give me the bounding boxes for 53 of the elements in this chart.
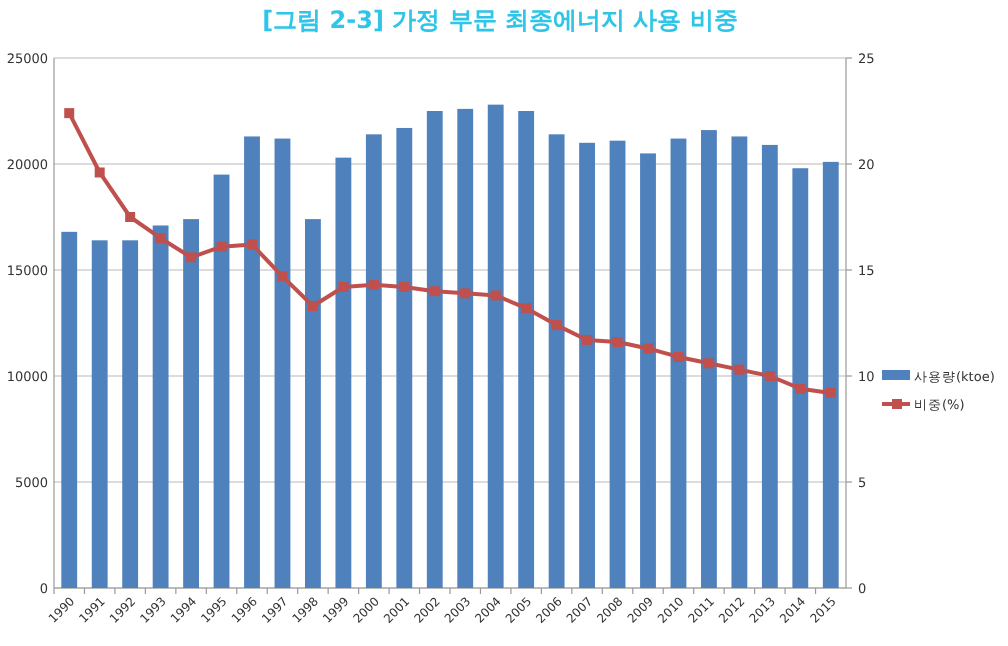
- bar: [487, 104, 504, 588]
- point: [734, 364, 745, 375]
- point: [460, 288, 471, 299]
- point: [795, 383, 806, 394]
- chart-title: [그림 2-3] 가정 부문 최종에너지 사용 비중: [262, 6, 738, 34]
- bar: [761, 144, 778, 588]
- point: [186, 252, 197, 263]
- point: [399, 281, 410, 292]
- bar: [396, 127, 413, 588]
- point: [551, 320, 562, 331]
- point: [277, 271, 288, 282]
- bar: [183, 219, 199, 588]
- point: [673, 351, 684, 362]
- bar: [548, 134, 565, 588]
- bar: [640, 153, 656, 588]
- bar: [244, 136, 260, 588]
- bar: [670, 138, 687, 588]
- point: [125, 212, 136, 222]
- bar: [274, 138, 291, 588]
- bar: [792, 168, 809, 588]
- point: [94, 167, 105, 178]
- point: [247, 239, 257, 250]
- point: [521, 303, 532, 314]
- bar: [457, 108, 474, 588]
- point: [612, 337, 623, 348]
- point: [825, 387, 836, 398]
- bar: [152, 225, 169, 588]
- point: [764, 371, 775, 381]
- point: [703, 358, 714, 369]
- bar: [122, 240, 139, 588]
- point: [643, 343, 653, 354]
- bar: [365, 134, 382, 588]
- point: [64, 108, 75, 119]
- bar: [518, 111, 535, 588]
- bar: [335, 157, 352, 588]
- bar: [822, 161, 839, 588]
- point: [216, 241, 227, 252]
- bar: [609, 140, 626, 588]
- point: [155, 233, 166, 244]
- bar: [701, 130, 717, 588]
- bar: [61, 231, 78, 588]
- point: [490, 290, 501, 301]
- bar: [426, 111, 443, 588]
- bar: [213, 174, 230, 588]
- point: [338, 281, 349, 292]
- point: [307, 301, 318, 312]
- bar: [305, 219, 321, 588]
- point: [582, 334, 593, 345]
- bar: [91, 240, 108, 588]
- bar: [579, 142, 595, 588]
- point: [368, 279, 379, 290]
- bar: [731, 136, 748, 588]
- point: [429, 286, 440, 297]
